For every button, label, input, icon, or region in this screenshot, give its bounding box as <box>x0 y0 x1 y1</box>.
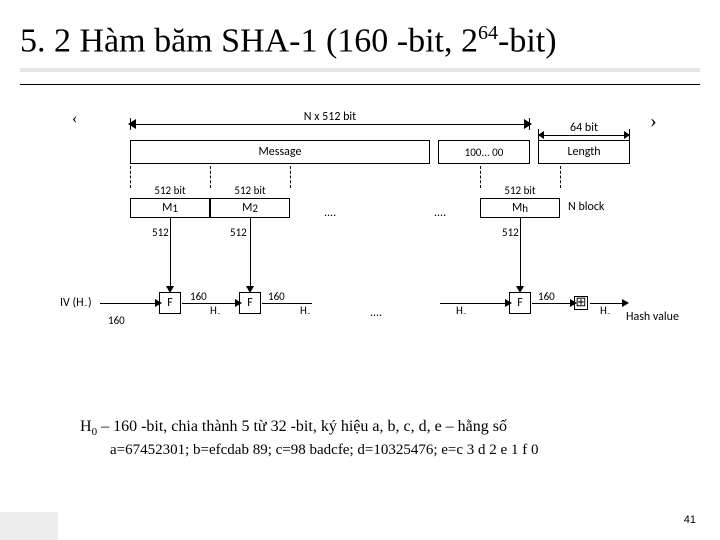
page-title: 5. 2 Hàm băm SHA-1 (160 -bit, 264-bit) <box>20 22 557 60</box>
dimension-64: 64 bit <box>538 126 630 138</box>
box-mh: Mh <box>480 198 560 218</box>
box-fh: F <box>509 292 531 314</box>
label-hh1: H₋ <box>456 304 467 317</box>
label-512bit-1: 512 bit <box>130 184 210 197</box>
label-flow512-2: 512 <box>230 226 247 239</box>
caption-line1: H0 – 160 -bit, chia thành 5 từ 32 -bit, … <box>80 416 680 440</box>
box-m2: M2 <box>210 198 290 218</box>
ellipsis-h-row: .... <box>370 306 382 320</box>
footer-shade <box>0 512 58 540</box>
caption: H0 – 160 -bit, chia thành 5 từ 32 -bit, … <box>80 416 680 460</box>
dim-64-label: 64 bit <box>564 121 604 135</box>
label-512bit-h: 512 bit <box>480 184 560 197</box>
label-flow512-h: 512 <box>502 226 519 239</box>
label-160-1: 160 <box>190 290 207 303</box>
page-number: 41 <box>684 514 696 526</box>
ellipsis-m-row-1: .... <box>324 206 336 220</box>
title-suffix: -bit) <box>498 22 557 59</box>
box-m1: M1 <box>130 198 210 218</box>
caption-line2: a=67452301; b=efcdab 89; c=98 badcfe; d=… <box>110 440 680 460</box>
label-512bit-2: 512 bit <box>210 184 290 197</box>
label-h0: H₋ <box>210 304 221 317</box>
label-hh: H₋ <box>600 304 611 317</box>
label-n-block: N block <box>568 200 604 214</box>
dim-n512-label: N x 512 bit <box>295 110 365 124</box>
box-length: Length <box>538 140 630 164</box>
label-h1: H₋ <box>300 304 311 317</box>
box-padding: 100... 00 <box>438 140 530 164</box>
label-iv: IV (H₋) <box>60 296 92 310</box>
label-160-h: 160 <box>538 290 555 303</box>
box-message: Message <box>130 140 430 164</box>
box-f2: F <box>239 292 261 314</box>
sha1-diagram: N x 512 bit 64 bit Message 100... 00 Len… <box>60 100 680 360</box>
label-160-iv: 160 <box>108 314 125 327</box>
ellipsis-m-row-2: .... <box>434 206 446 220</box>
label-flow512-1: 512 <box>152 226 169 239</box>
title-sup: 64 <box>478 22 498 44</box>
title-rule <box>20 84 700 85</box>
label-hash-value: Hash value <box>626 310 679 324</box>
label-160-2: 160 <box>268 290 285 303</box>
box-f1: F <box>159 292 181 314</box>
dimension-n512: N x 512 bit <box>130 114 530 128</box>
title-prefix: 5. 2 Hàm băm SHA-1 (160 -bit, 2 <box>20 22 478 59</box>
xor-box <box>574 296 588 310</box>
